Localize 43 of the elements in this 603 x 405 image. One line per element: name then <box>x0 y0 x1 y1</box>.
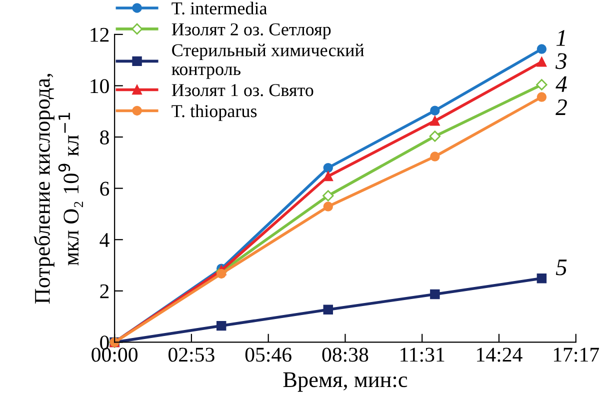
point <box>429 130 441 142</box>
annotation: 3 <box>556 53 567 70</box>
point <box>536 273 547 284</box>
point <box>323 304 333 315</box>
point <box>536 92 547 102</box>
x-tick-label: 17:17 <box>554 348 599 362</box>
annotation: 2 <box>556 99 567 115</box>
point <box>216 268 226 279</box>
annotation: 1 <box>556 30 565 46</box>
point <box>536 57 547 67</box>
point <box>430 116 440 126</box>
annotation: 4 <box>556 76 567 92</box>
legend-label: T. thioparus <box>172 104 257 121</box>
y-tick-label: 2 <box>100 284 109 298</box>
x-axis-title: Время, мин:с <box>283 372 408 392</box>
y-tick-label: 12 <box>90 28 109 42</box>
x-tick-label: 02:53 <box>168 348 214 362</box>
y-tick-label: 4 <box>100 233 110 247</box>
point <box>430 289 440 300</box>
point <box>430 106 440 116</box>
x-tick-label: 00:00 <box>92 348 138 362</box>
legend-label: Изолят 1 оз. Свято <box>172 84 314 96</box>
legend-label: T. intermedia <box>172 2 268 15</box>
point <box>536 79 548 90</box>
legend-label: Стерильный химический контроль <box>172 44 364 79</box>
x-tick-label: 05:46 <box>245 348 292 362</box>
y-axis-title: Потребление кислорода, мкл O₂ 10$^{9}$ кл$^{−1}$ <box>34 74 83 304</box>
y-tick-label: 10 <box>90 79 109 94</box>
annotation: 5 <box>556 260 567 276</box>
point <box>323 171 333 182</box>
point <box>323 162 333 173</box>
point <box>430 152 440 162</box>
x-tick-label: 11:31 <box>400 348 444 362</box>
point <box>536 44 547 54</box>
legend-label: Изолят 2 оз. Сетлояр <box>172 23 331 40</box>
point <box>322 190 334 202</box>
x-tick-label: 14:24 <box>477 348 522 362</box>
point <box>323 202 333 212</box>
y-tick-label: 6 <box>100 182 110 196</box>
y-tick-label: 8 <box>100 130 109 144</box>
y-tick-label: 0 <box>100 336 109 350</box>
x-tick-label: 08:38 <box>322 348 368 362</box>
point <box>216 320 226 331</box>
